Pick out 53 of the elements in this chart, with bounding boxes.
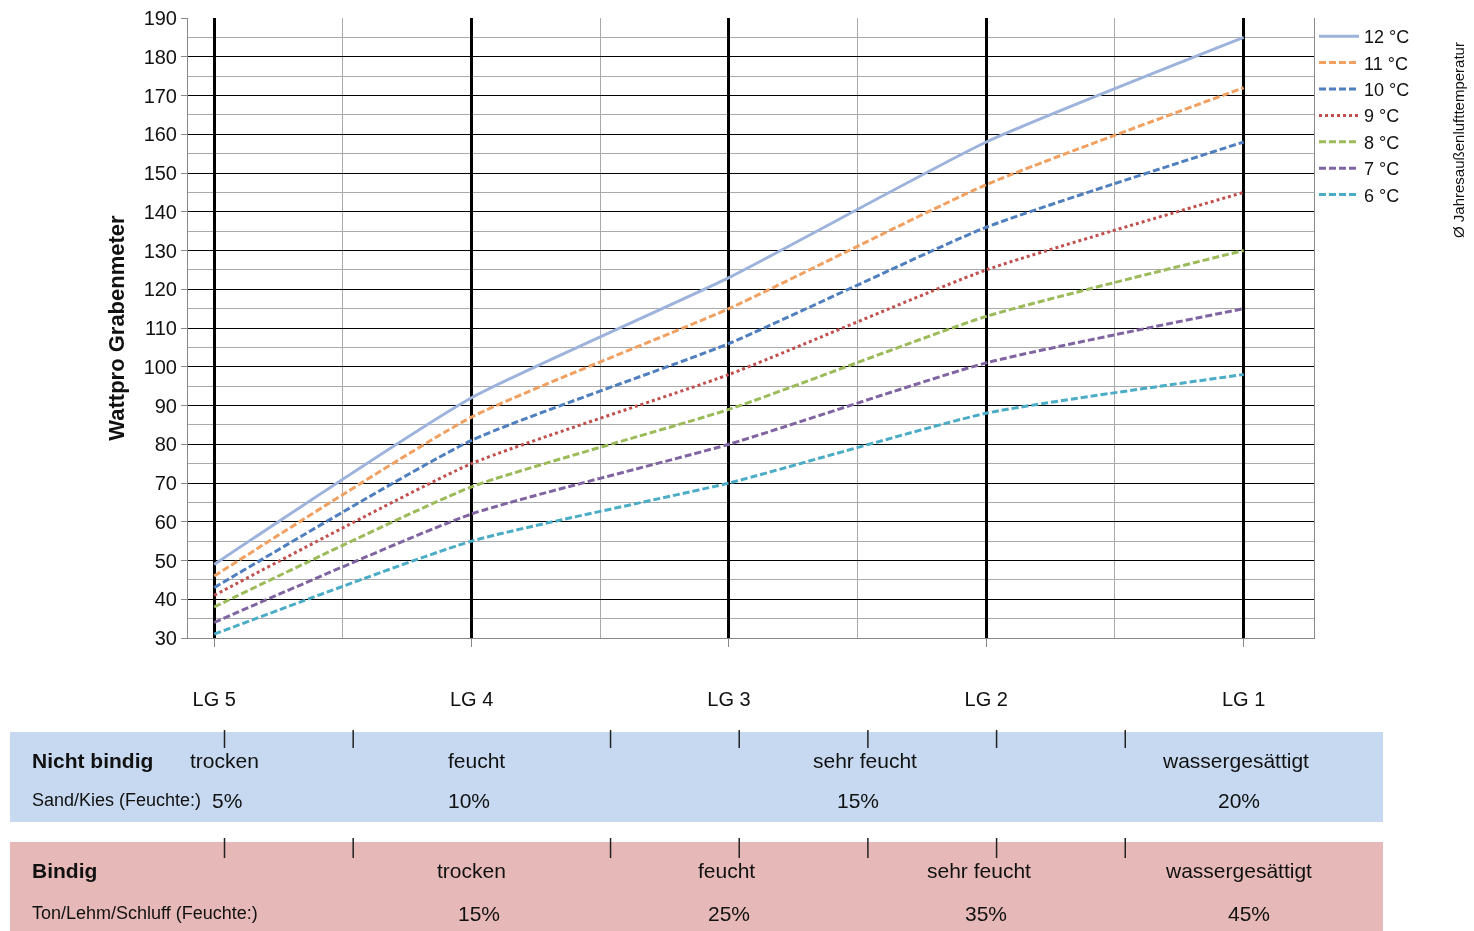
y-tick-label: 60 bbox=[154, 510, 177, 533]
legend-label: 7 °C bbox=[1364, 159, 1400, 180]
text: 15% bbox=[837, 789, 880, 812]
text: 20% bbox=[1218, 789, 1261, 812]
legend-title: Ø Jahresaußenlufttemperatur bbox=[1450, 42, 1467, 238]
legend-label: 6 °C bbox=[1364, 185, 1400, 206]
y-tick-label: 180 bbox=[143, 45, 177, 68]
y-tick-label: 110 bbox=[145, 317, 177, 339]
y-axis-title: Wattpro Grabenmeter bbox=[104, 214, 130, 441]
text: Bindig bbox=[32, 859, 98, 882]
legend-label: 8 °C bbox=[1364, 132, 1400, 153]
y-tick-label: 190 bbox=[143, 7, 177, 29]
text: trocken bbox=[190, 749, 259, 772]
y-tick-label: 100 bbox=[143, 355, 177, 378]
legend-label: 9 °C bbox=[1364, 106, 1400, 127]
text: sehr feucht bbox=[813, 749, 918, 772]
legend-label: 11 °C bbox=[1364, 53, 1408, 74]
y-tick-label: 70 bbox=[154, 472, 177, 494]
text: 35% bbox=[965, 902, 1008, 925]
x-tick-label: LG 5 bbox=[192, 688, 236, 710]
text: Sand/Kies (Feuchte:) bbox=[32, 790, 202, 810]
legend-label: 10 °C bbox=[1364, 80, 1410, 101]
y-tick-label: 30 bbox=[154, 627, 177, 649]
text: feucht bbox=[448, 749, 506, 772]
x-tick-label: LG 4 bbox=[449, 688, 494, 710]
line-series bbox=[212, 249, 1246, 609]
y-tick-label: 130 bbox=[143, 239, 177, 262]
y-tick-label: 50 bbox=[154, 549, 177, 572]
text: 5% bbox=[212, 789, 243, 812]
text: trocken bbox=[437, 859, 506, 882]
line-series bbox=[212, 373, 1246, 636]
y-tick-label: 170 bbox=[143, 84, 177, 107]
text: feucht bbox=[698, 859, 756, 882]
x-tick-label: LG 1 bbox=[1221, 688, 1266, 710]
y-tick-label: 90 bbox=[154, 394, 177, 417]
y-tick-label: 140 bbox=[143, 200, 177, 223]
text: Ton/Lehm/Schluff (Feuchte:) bbox=[32, 903, 258, 923]
text: 25% bbox=[708, 902, 751, 925]
text: wassergesättigt bbox=[1162, 749, 1310, 772]
y-tick-label: 40 bbox=[154, 588, 177, 611]
text: wassergesättigt bbox=[1165, 859, 1313, 882]
x-tick-label: LG 3 bbox=[707, 688, 751, 710]
y-tick-label: 80 bbox=[154, 433, 177, 456]
x-tick-label: LG 2 bbox=[964, 688, 1008, 710]
text: 15% bbox=[458, 902, 501, 925]
text: sehr feucht bbox=[927, 859, 1032, 882]
text: 10% bbox=[448, 789, 491, 812]
legend-label: 12 °C bbox=[1364, 27, 1410, 48]
y-tick-label: 150 bbox=[143, 162, 177, 184]
y-tick-label: 120 bbox=[143, 278, 177, 301]
text: 45% bbox=[1228, 902, 1271, 925]
y-tick-label: 160 bbox=[143, 123, 177, 146]
text: Nicht bindig bbox=[32, 749, 154, 772]
